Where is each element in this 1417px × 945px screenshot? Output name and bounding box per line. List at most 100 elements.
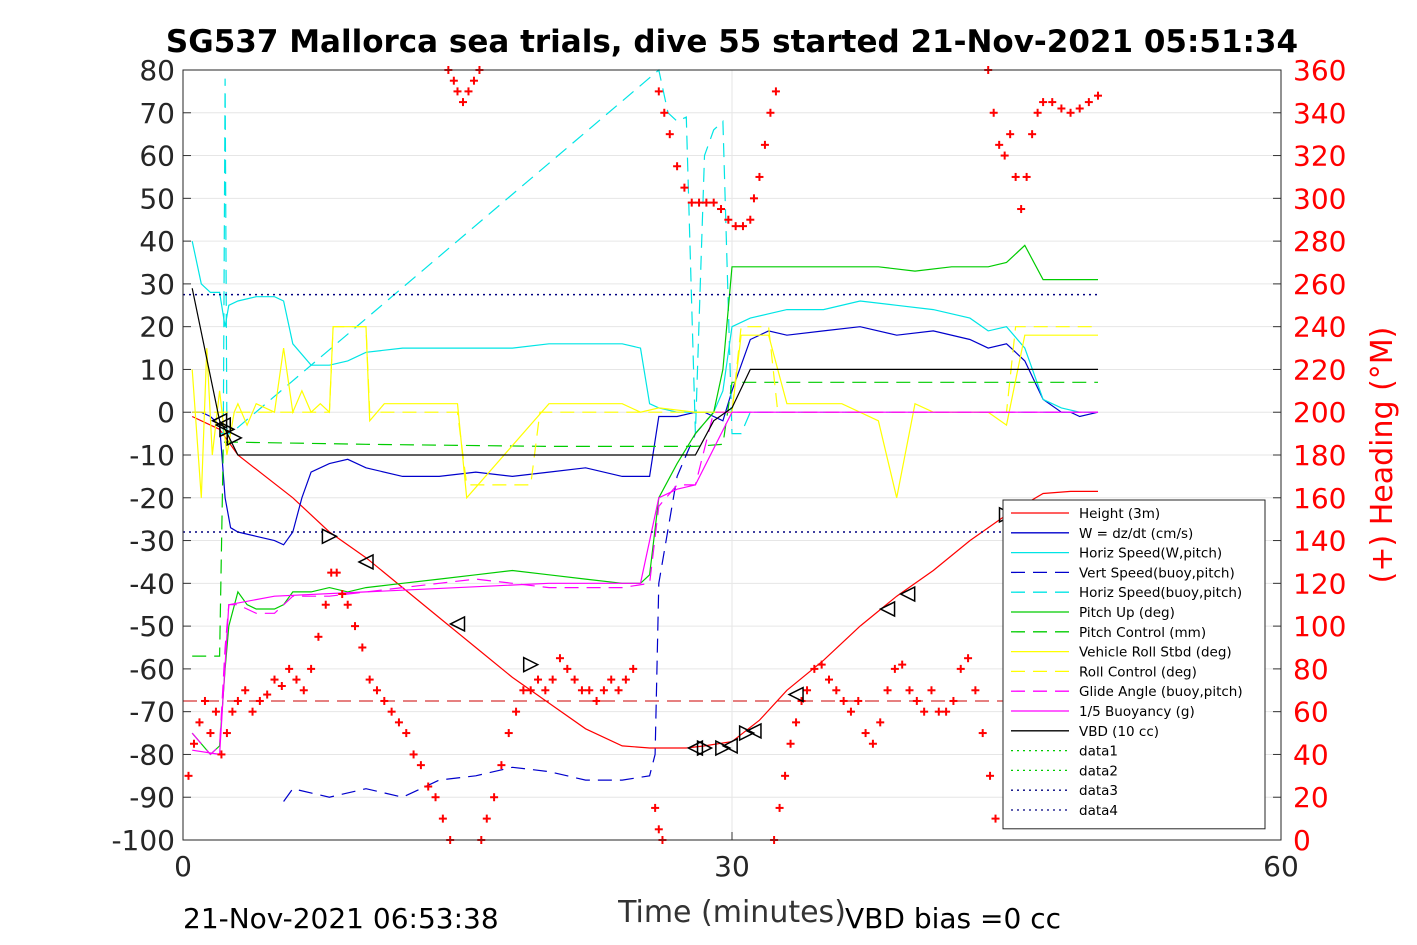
y-tick-label: -20 [129, 482, 175, 515]
heading-marker [868, 739, 877, 748]
heading-marker [702, 198, 711, 207]
y-tick-label: 30 [139, 268, 175, 301]
y-tick-label: -40 [129, 567, 175, 600]
y-right-tick-label: 40 [1293, 738, 1329, 771]
heading-marker [934, 707, 943, 716]
axes: 80706050403020100-10-20-30-40-50-60-70-8… [111, 54, 1346, 883]
triangle-marker [321, 528, 339, 545]
heading-marker [211, 707, 220, 716]
heading-marker [1033, 108, 1042, 117]
chart-title: SG537 Mallorca sea trials, dive 55 start… [166, 24, 1298, 60]
heading-marker [449, 76, 458, 85]
heading-marker [255, 696, 264, 705]
heading-marker [534, 675, 543, 684]
heading-marker [905, 686, 914, 695]
x-axis-label: Time (minutes) [617, 895, 846, 930]
heading-marker [964, 654, 973, 663]
legend: Height (3m) W = dz/dt (cm/s) Horiz Speed(W… [1002, 499, 1266, 830]
y-tick-label: 0 [157, 396, 175, 429]
heading-marker [464, 87, 473, 96]
heading-marker [431, 793, 440, 802]
legend-entry: VBD (10 cc) [1079, 724, 1159, 740]
heading-marker [614, 686, 623, 695]
y-right-tick-label: 360 [1293, 54, 1346, 87]
y-tick-label: -60 [129, 653, 175, 686]
legend-entry: 1/5 Buoyancy (g) [1079, 704, 1195, 720]
series-line [283, 411, 732, 802]
heading-marker [189, 739, 198, 748]
heading-marker [746, 215, 755, 224]
y-tick-label: 20 [139, 311, 175, 344]
y-right-tick-label: 240 [1293, 311, 1346, 344]
heading-marker [299, 686, 308, 695]
heading-marker [270, 675, 279, 684]
legend-entry: Pitch Up (deg) [1079, 605, 1175, 621]
heading-marker [541, 686, 550, 695]
heading-marker [332, 568, 341, 577]
heading-marker [372, 686, 381, 695]
heading-marker [599, 686, 608, 695]
y-right-tick-label: 20 [1293, 781, 1329, 814]
heading-marker [469, 76, 478, 85]
y-right-tick-label: 340 [1293, 97, 1346, 130]
series-line [192, 381, 1098, 657]
heading-marker [497, 761, 506, 770]
legend-entry: Horiz Speed(W,pitch) [1079, 546, 1222, 562]
y-tick-label: -70 [129, 696, 175, 729]
heading-marker [206, 729, 215, 738]
triangle-marker [696, 739, 714, 757]
y-tick-label: -50 [129, 610, 175, 643]
y-right-tick-label: 80 [1293, 653, 1329, 686]
y-tick-label: 60 [139, 140, 175, 173]
heading-marker [314, 632, 323, 641]
legend-entry: Pitch Control (mm) [1079, 625, 1206, 641]
footer-timestamp: 21-Nov-2021 06:53:38 [183, 902, 499, 935]
series-line [191, 415, 1098, 749]
heading-marker [942, 707, 951, 716]
heading-marker [709, 198, 718, 207]
heading-marker [1022, 172, 1031, 181]
heading-marker [607, 675, 616, 684]
series-line [191, 326, 1098, 500]
footer-vbd-bias: VBD bias =0 cc [845, 902, 1061, 935]
y-right-tick-label: 100 [1293, 610, 1346, 643]
triangle-marker [448, 615, 466, 633]
y-right-tick-label: 160 [1293, 482, 1346, 515]
legend-entry: data4 [1079, 803, 1118, 819]
heading-marker [665, 130, 674, 139]
y-tick-label: 10 [139, 353, 175, 386]
heading-marker [803, 686, 812, 695]
heading-marker [971, 686, 980, 695]
heading-marker [277, 682, 286, 690]
heading-marker [986, 771, 995, 780]
heading-marker [248, 707, 257, 716]
y-tick-label: -30 [129, 525, 175, 558]
heading-marker [424, 782, 433, 791]
x-tick-label: 60 [1263, 850, 1299, 883]
heading-marker [1028, 130, 1037, 139]
heading-marker [717, 205, 726, 214]
heading-marker [956, 664, 965, 673]
heading-marker [321, 600, 330, 609]
heading-marker [839, 696, 848, 705]
heading-marker [1006, 130, 1015, 139]
heading-marker [978, 729, 987, 738]
heading-marker [680, 183, 689, 192]
heading-marker [338, 590, 347, 599]
heading-marker [755, 172, 764, 181]
heading-marker [890, 664, 899, 673]
legend-entry: data2 [1079, 763, 1118, 779]
triangle-marker [357, 553, 374, 571]
heading-marker [651, 803, 660, 812]
y-right-tick-label: 280 [1293, 225, 1346, 258]
heading-marker [687, 198, 696, 207]
heading-marker [792, 718, 801, 727]
heading-marker [824, 675, 833, 684]
heading-marker [832, 686, 841, 695]
legend-entry: Height (3m) [1079, 506, 1160, 522]
heading-marker [991, 814, 1000, 823]
heading-marker [1017, 205, 1026, 214]
heading-marker [285, 664, 294, 673]
heading-marker [876, 718, 885, 727]
